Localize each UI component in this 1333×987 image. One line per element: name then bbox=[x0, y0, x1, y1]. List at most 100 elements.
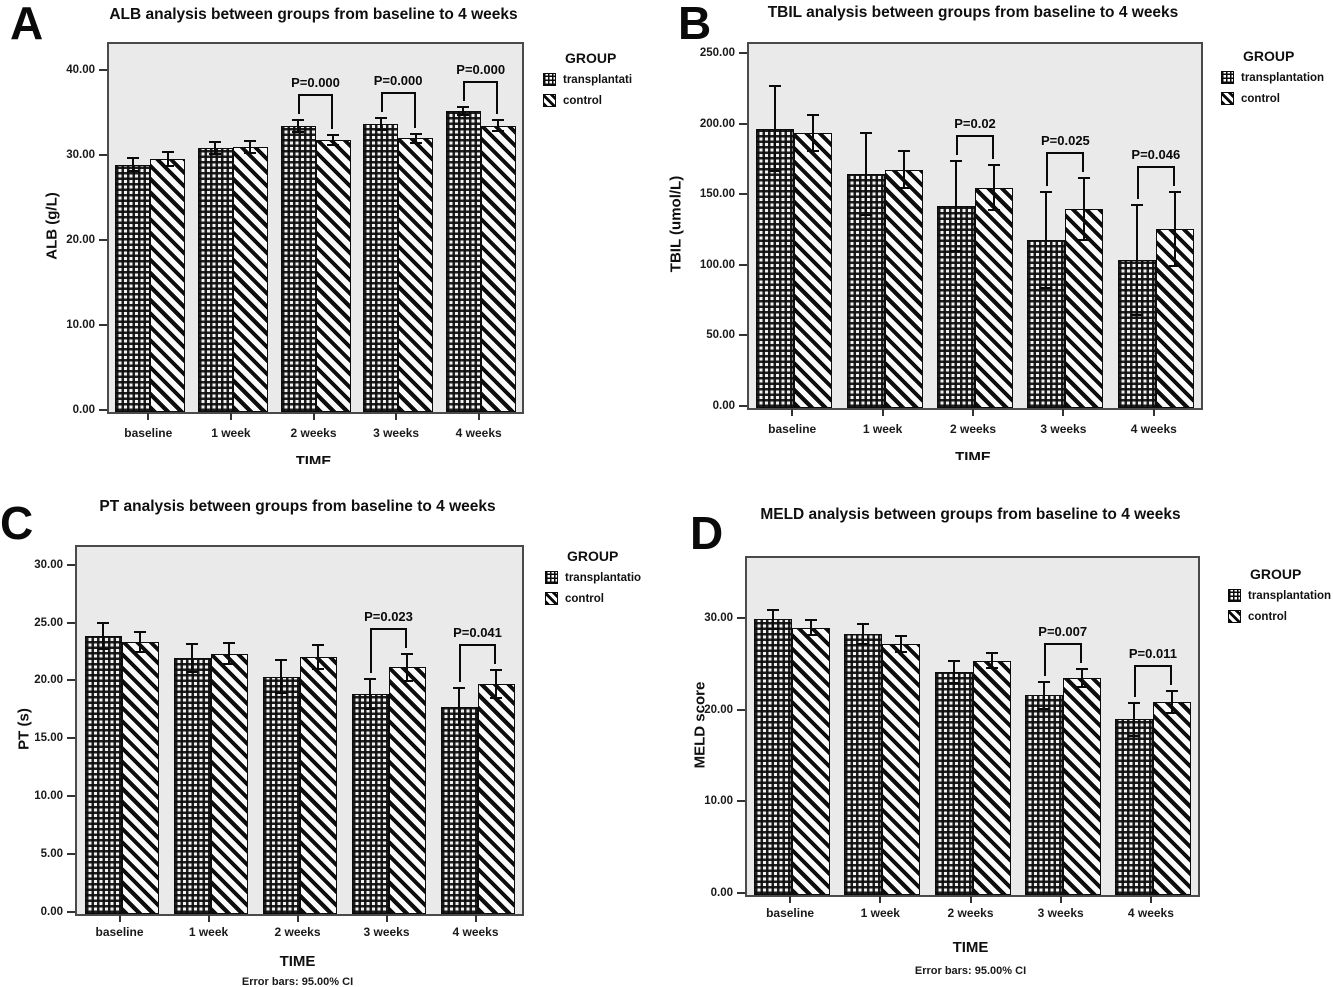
y-tick-label: 10.00 bbox=[66, 319, 95, 331]
y-tick-mark bbox=[739, 193, 747, 196]
ci-cap-bottom bbox=[244, 151, 257, 154]
ci-line-control-4-weeks bbox=[1173, 192, 1176, 266]
significance-bracket-right-leg bbox=[1082, 152, 1085, 173]
ci-cap-top bbox=[492, 119, 505, 122]
bar-control-3-weeks bbox=[398, 138, 434, 412]
y-tick-mark bbox=[737, 708, 745, 711]
y-tick-mark bbox=[99, 154, 107, 157]
legend-item-transplantation: transplantation bbox=[1228, 589, 1331, 602]
ci-cap-top bbox=[457, 105, 470, 108]
ci-cap-top bbox=[1168, 191, 1181, 194]
legend-group: GROUP transplantati control bbox=[543, 50, 632, 115]
panel-letter-a: A bbox=[10, 0, 44, 49]
significance-bracket-left-leg bbox=[956, 135, 958, 156]
legend-item-transplantation: transplantation bbox=[1221, 71, 1324, 84]
ci-cap-bottom bbox=[857, 643, 870, 646]
ci-line-control-1-week bbox=[249, 140, 252, 153]
ci-cap-top bbox=[1130, 203, 1143, 206]
y-tick-label: 15.00 bbox=[34, 732, 63, 745]
bar-transplantation-2-weeks bbox=[934, 671, 973, 895]
legend-item-control: control bbox=[545, 592, 641, 605]
ci-line-transplantation-3-weeks bbox=[369, 678, 371, 710]
bar-transplantation-2-weeks bbox=[280, 125, 316, 412]
ci-cap-top bbox=[769, 85, 782, 88]
p-value-label: P=0.023 bbox=[364, 608, 413, 624]
p-value-label: P=0.025 bbox=[1040, 133, 1090, 149]
bar-transplantation-3-weeks bbox=[363, 123, 399, 412]
ci-cap-bottom bbox=[805, 633, 818, 636]
bar-control-2-weeks bbox=[975, 187, 1013, 408]
significance-bracket bbox=[459, 643, 496, 646]
x-tick-mark bbox=[312, 413, 315, 420]
ci-cap-bottom bbox=[1040, 287, 1053, 290]
ci-line-transplantation-4-weeks bbox=[1135, 204, 1138, 315]
y-tick-mark bbox=[737, 617, 745, 620]
x-tick-mark bbox=[477, 413, 480, 420]
bar-transplantation-baseline bbox=[115, 164, 151, 412]
ci-cap-bottom bbox=[988, 209, 1000, 212]
y-tick-mark bbox=[737, 800, 745, 803]
diagonal-pattern-swatch bbox=[1221, 92, 1234, 105]
ci-cap-top bbox=[859, 131, 872, 134]
ci-cap-top bbox=[364, 677, 376, 680]
x-tick-mark bbox=[1149, 896, 1152, 903]
ci-cap-top bbox=[161, 150, 174, 153]
y-tick-mark bbox=[99, 69, 107, 72]
ci-line-transplantation-2-weeks bbox=[955, 161, 957, 252]
legend-item-label: transplantation bbox=[1248, 589, 1332, 602]
x-tick-mark bbox=[1059, 896, 1062, 903]
x-tick-mark bbox=[229, 413, 232, 420]
x-tick-label: baseline bbox=[766, 906, 815, 920]
ci-line-transplantation-2-weeks bbox=[297, 119, 299, 132]
ci-line-transplantation-baseline bbox=[772, 610, 775, 629]
significance-bracket-right-leg bbox=[1169, 664, 1172, 685]
x-tick-label: 1 week bbox=[860, 906, 900, 920]
x-axis-label-time: TIME bbox=[955, 450, 991, 460]
y-axis-label-alb: ALB (g/L) bbox=[43, 192, 61, 260]
legend-item-label: control bbox=[563, 94, 602, 107]
x-tick-mark bbox=[1062, 409, 1065, 416]
y-tick-mark bbox=[67, 911, 75, 913]
y-tick-mark bbox=[737, 892, 745, 894]
y-tick-label: 10.00 bbox=[34, 790, 63, 803]
significance-bracket bbox=[1043, 642, 1082, 645]
x-tick-label: 3 weeks bbox=[373, 426, 420, 440]
ci-cap-bottom bbox=[364, 708, 376, 711]
y-tick-mark bbox=[99, 324, 107, 326]
ci-cap-top bbox=[126, 156, 139, 159]
x-tick-label: 4 weeks bbox=[1127, 906, 1174, 920]
ci-cap-bottom bbox=[492, 129, 505, 132]
ci-cap-top bbox=[897, 150, 910, 153]
legend-item-transplantation: transplantati bbox=[543, 73, 632, 86]
x-tick-label: 1 week bbox=[188, 925, 229, 939]
ci-cap-top bbox=[985, 652, 998, 655]
legend-item-control: control bbox=[543, 94, 632, 107]
ci-line-transplantation-2-weeks bbox=[952, 660, 955, 683]
y-tick-label: 20.00 bbox=[34, 674, 63, 687]
ci-line-control-3-weeks bbox=[1080, 668, 1083, 688]
ci-cap-top bbox=[857, 622, 870, 625]
x-tick-label: 4 weeks bbox=[1130, 422, 1177, 436]
panel-d-meld-chart: D MELD analysis between groups from base… bbox=[666, 490, 1333, 987]
ci-line-control-2-weeks bbox=[990, 653, 993, 668]
x-tick-mark bbox=[1152, 409, 1155, 416]
y-axis-label-meld: MELD score bbox=[691, 681, 709, 768]
ci-line-transplantation-4-weeks bbox=[458, 688, 460, 726]
ci-line-control-baseline bbox=[166, 151, 169, 166]
ci-cap-bottom bbox=[186, 671, 198, 674]
ci-cap-top bbox=[401, 652, 413, 655]
x-tick-mark bbox=[395, 413, 398, 420]
y-tick-mark bbox=[67, 563, 75, 566]
significance-bracket-right-leg bbox=[405, 627, 407, 648]
significance-bracket bbox=[956, 135, 994, 138]
significance-bracket-left-leg bbox=[370, 627, 372, 673]
y-tick-label: 20.00 bbox=[66, 234, 95, 247]
significance-bracket-right-leg bbox=[413, 91, 416, 129]
ci-line-control-3-weeks bbox=[1083, 178, 1086, 241]
ci-line-transplantation-1-week bbox=[191, 644, 193, 673]
legend-item-label: control bbox=[565, 592, 604, 605]
ci-cap-bottom bbox=[161, 164, 174, 167]
y-tick-label: 150.00 bbox=[699, 188, 735, 201]
legend-title: GROUP bbox=[565, 50, 617, 66]
